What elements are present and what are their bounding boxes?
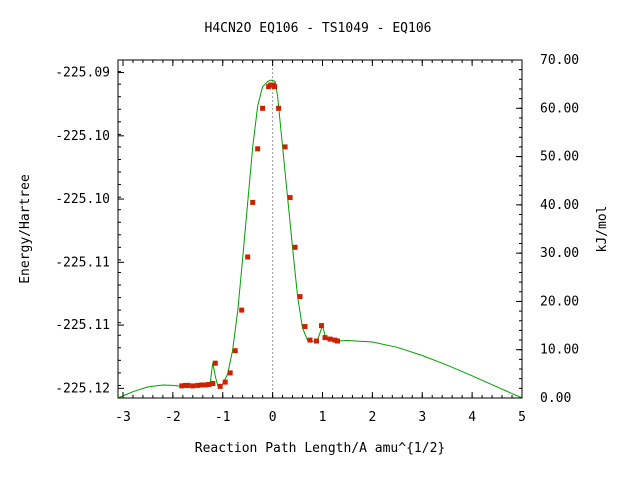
data-point [195, 382, 201, 388]
x-tick-label: -3 [115, 410, 131, 425]
x-tick-label: 0 [269, 410, 277, 425]
x-tick-label: 2 [368, 410, 376, 425]
right-axis-label: kJ/mol [595, 206, 610, 253]
data-point [314, 338, 319, 344]
plot-border [117, 59, 523, 399]
left-axis-ticks: -225.12 -225.11 -225.11 -225.10 -225.10 -225.… [55, 66, 124, 399]
x-tick-label: 4 [468, 410, 476, 425]
data-point [232, 348, 238, 354]
data-point [199, 382, 205, 388]
x-tick-label: 3 [418, 410, 426, 425]
data-point [222, 379, 228, 385]
right-tick-label: 0.00 [540, 391, 571, 406]
left-tick-label: -225.09 [55, 66, 110, 81]
data-point [227, 370, 233, 376]
x-axis-label: Reaction Path Length/A amu^{1/2} [195, 441, 445, 456]
data-point [292, 244, 298, 250]
left-tick-label: -225.11 [55, 318, 110, 333]
left-tick-label: -225.11 [55, 255, 110, 270]
right-tick-label: 70.00 [540, 53, 579, 68]
data-point [260, 105, 266, 111]
x-tick-label: 5 [518, 410, 526, 425]
data-point [276, 105, 282, 111]
data-point [202, 382, 208, 388]
data-point [245, 254, 251, 260]
data-point [319, 323, 324, 329]
data-point [272, 84, 278, 90]
data-point [190, 383, 196, 389]
data-point [282, 144, 288, 150]
plot-frame [117, 59, 523, 399]
right-tick-label: 40.00 [540, 198, 579, 213]
right-tick-label: 60.00 [540, 101, 579, 116]
energy-curve-line [117, 79, 523, 399]
data-point [335, 338, 340, 344]
x-tick-label: -2 [165, 410, 181, 425]
data-point [297, 294, 303, 300]
data-point [287, 195, 293, 201]
right-tick-label: 30.00 [540, 246, 579, 261]
left-tick-label: -225.10 [55, 129, 110, 144]
data-point [210, 381, 216, 386]
energy-curve [117, 79, 523, 399]
data-point [302, 324, 308, 329]
data-point [327, 336, 333, 342]
x-tick-label: 1 [319, 410, 327, 425]
left-tick-label: -225.12 [55, 381, 110, 396]
left-axis-label: Energy/Hartree [18, 174, 33, 284]
right-axis-ticks: 0.00 10.00 20.00 30.00 40.00 50.00 60.00 70.00 [516, 53, 579, 406]
data-point [255, 146, 261, 152]
data-point [185, 382, 191, 388]
data-point [212, 360, 218, 366]
right-tick-label: 50.00 [540, 150, 579, 165]
data-point [217, 383, 223, 389]
chart-title: H4CN2O EQ106 - TS1049 - EQ106 [205, 21, 432, 36]
data-points [179, 82, 340, 389]
right-tick-label: 20.00 [540, 294, 579, 309]
data-point [322, 335, 328, 341]
data-point [250, 199, 256, 205]
data-point [206, 382, 212, 387]
x-axis-ticks: -3 -2 -1 0 1 2 3 4 5 [115, 60, 526, 425]
right-tick-label: 10.00 [540, 343, 579, 358]
data-point [179, 383, 185, 389]
left-tick-label: -225.10 [55, 192, 110, 207]
data-point [239, 307, 245, 313]
x-tick-label: -1 [215, 410, 231, 425]
data-point [307, 337, 313, 343]
